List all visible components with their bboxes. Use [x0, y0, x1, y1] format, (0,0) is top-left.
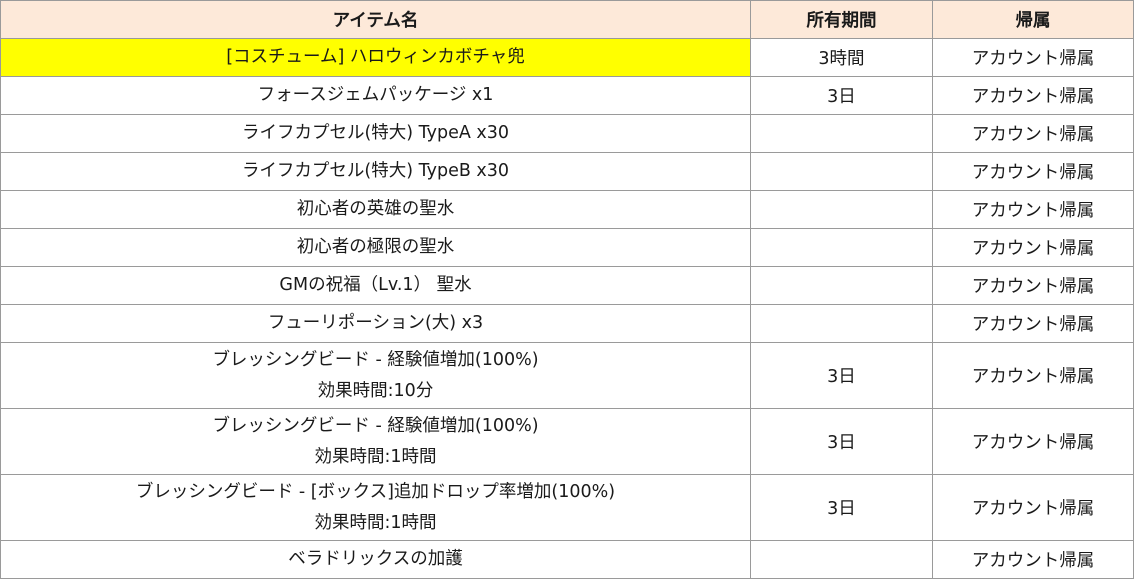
item-name-cell: ライフカプセル(特大) TypeA x30 — [0, 114, 751, 153]
binding-cell: アカウント帰属 — [932, 190, 1134, 229]
period-cell — [750, 114, 933, 153]
binding-cell: アカウント帰属 — [932, 342, 1134, 409]
item-name-cell: [コスチューム] ハロウィンカボチャ兜 — [0, 38, 751, 77]
header-item-name: アイテム名 — [0, 0, 751, 39]
item-effect-line: 効果時間:1時間 — [314, 446, 437, 467]
item-name-line: ブレッシングビード - [ボックス]追加ドロップ率増加(100%) — [135, 481, 616, 502]
item-name-cell: ブレッシングビード - 経験値増加(100%) 効果時間:1時間 — [0, 408, 751, 475]
binding-cell: アカウント帰属 — [932, 152, 1134, 191]
period-cell — [750, 152, 933, 191]
period-cell — [750, 540, 933, 579]
item-name-cell: 初心者の英雄の聖水 — [0, 190, 751, 229]
item-name-line: フューリポーション(大) x3 — [267, 313, 484, 333]
binding-cell: アカウント帰属 — [932, 76, 1134, 115]
period-cell: 3日 — [750, 408, 933, 475]
item-name-cell: ブレッシングビード - [ボックス]追加ドロップ率増加(100%) 効果時間:1… — [0, 474, 751, 541]
item-name-cell: ベラドリックスの加護 — [0, 540, 751, 579]
period-cell: 3日 — [750, 76, 933, 115]
item-name-cell: ブレッシングビード - 経験値増加(100%) 効果時間:10分 — [0, 342, 751, 409]
binding-cell: アカウント帰属 — [932, 228, 1134, 267]
table-row: GMの祝福（Lv.1） 聖水 アカウント帰属 — [0, 266, 1134, 305]
period-cell — [750, 266, 933, 305]
item-name-cell: フォースジェムパッケージ x1 — [0, 76, 751, 115]
item-effect-line: 効果時間:10分 — [317, 380, 434, 401]
binding-cell: アカウント帰属 — [932, 474, 1134, 541]
table-row: [コスチューム] ハロウィンカボチャ兜 3時間 アカウント帰属 — [0, 38, 1134, 77]
item-name-line: フォースジェムパッケージ x1 — [257, 85, 494, 105]
period-cell: 3日 — [750, 342, 933, 409]
table-row: ベラドリックスの加護 アカウント帰属 — [0, 540, 1134, 579]
table-row: ライフカプセル(特大) TypeB x30 アカウント帰属 — [0, 152, 1134, 191]
table-row: ブレッシングビード - [ボックス]追加ドロップ率増加(100%) 効果時間:1… — [0, 474, 1134, 541]
item-effect-line: 効果時間:1時間 — [314, 512, 437, 533]
period-cell — [750, 190, 933, 229]
item-name-cell: 初心者の極限の聖水 — [0, 228, 751, 267]
period-cell — [750, 304, 933, 343]
table-header-row: アイテム名 所有期間 帰属 — [0, 0, 1134, 39]
binding-cell: アカウント帰属 — [932, 408, 1134, 475]
period-cell — [750, 228, 933, 267]
item-name-cell: フューリポーション(大) x3 — [0, 304, 751, 343]
item-name-line: ブレッシングビード - 経験値増加(100%) — [212, 349, 539, 370]
table-row: 初心者の英雄の聖水 アカウント帰属 — [0, 190, 1134, 229]
period-cell: 3時間 — [750, 38, 933, 77]
item-name-cell: ライフカプセル(特大) TypeB x30 — [0, 152, 751, 191]
binding-cell: アカウント帰属 — [932, 304, 1134, 343]
binding-cell: アカウント帰属 — [932, 540, 1134, 579]
table-row: フォースジェムパッケージ x1 3日 アカウント帰属 — [0, 76, 1134, 115]
table-row: 初心者の極限の聖水 アカウント帰属 — [0, 228, 1134, 267]
header-binding: 帰属 — [932, 0, 1134, 39]
table-row: ブレッシングビード - 経験値増加(100%) 効果時間:10分 3日 アカウン… — [0, 342, 1134, 409]
period-cell: 3日 — [750, 474, 933, 541]
binding-cell: アカウント帰属 — [932, 114, 1134, 153]
item-name-line: GMの祝福（Lv.1） 聖水 — [279, 275, 472, 295]
item-name-line: 初心者の英雄の聖水 — [296, 199, 455, 219]
binding-cell: アカウント帰属 — [932, 266, 1134, 305]
item-name-line: 初心者の極限の聖水 — [296, 237, 455, 257]
table-row: ライフカプセル(特大) TypeA x30 アカウント帰属 — [0, 114, 1134, 153]
item-name-line: ライフカプセル(特大) TypeA x30 — [241, 123, 510, 143]
binding-cell: アカウント帰属 — [932, 38, 1134, 77]
item-name-cell: GMの祝福（Lv.1） 聖水 — [0, 266, 751, 305]
item-name-line: ベラドリックスの加護 — [288, 549, 463, 569]
item-name-line: [コスチューム] ハロウィンカボチャ兜 — [226, 47, 525, 67]
table-row: ブレッシングビード - 経験値増加(100%) 効果時間:1時間 3日 アカウン… — [0, 408, 1134, 475]
item-name-line: ブレッシングビード - 経験値増加(100%) — [212, 415, 539, 436]
header-period: 所有期間 — [750, 0, 933, 39]
table-row: フューリポーション(大) x3 アカウント帰属 — [0, 304, 1134, 343]
item-name-line: ライフカプセル(特大) TypeB x30 — [241, 161, 510, 181]
